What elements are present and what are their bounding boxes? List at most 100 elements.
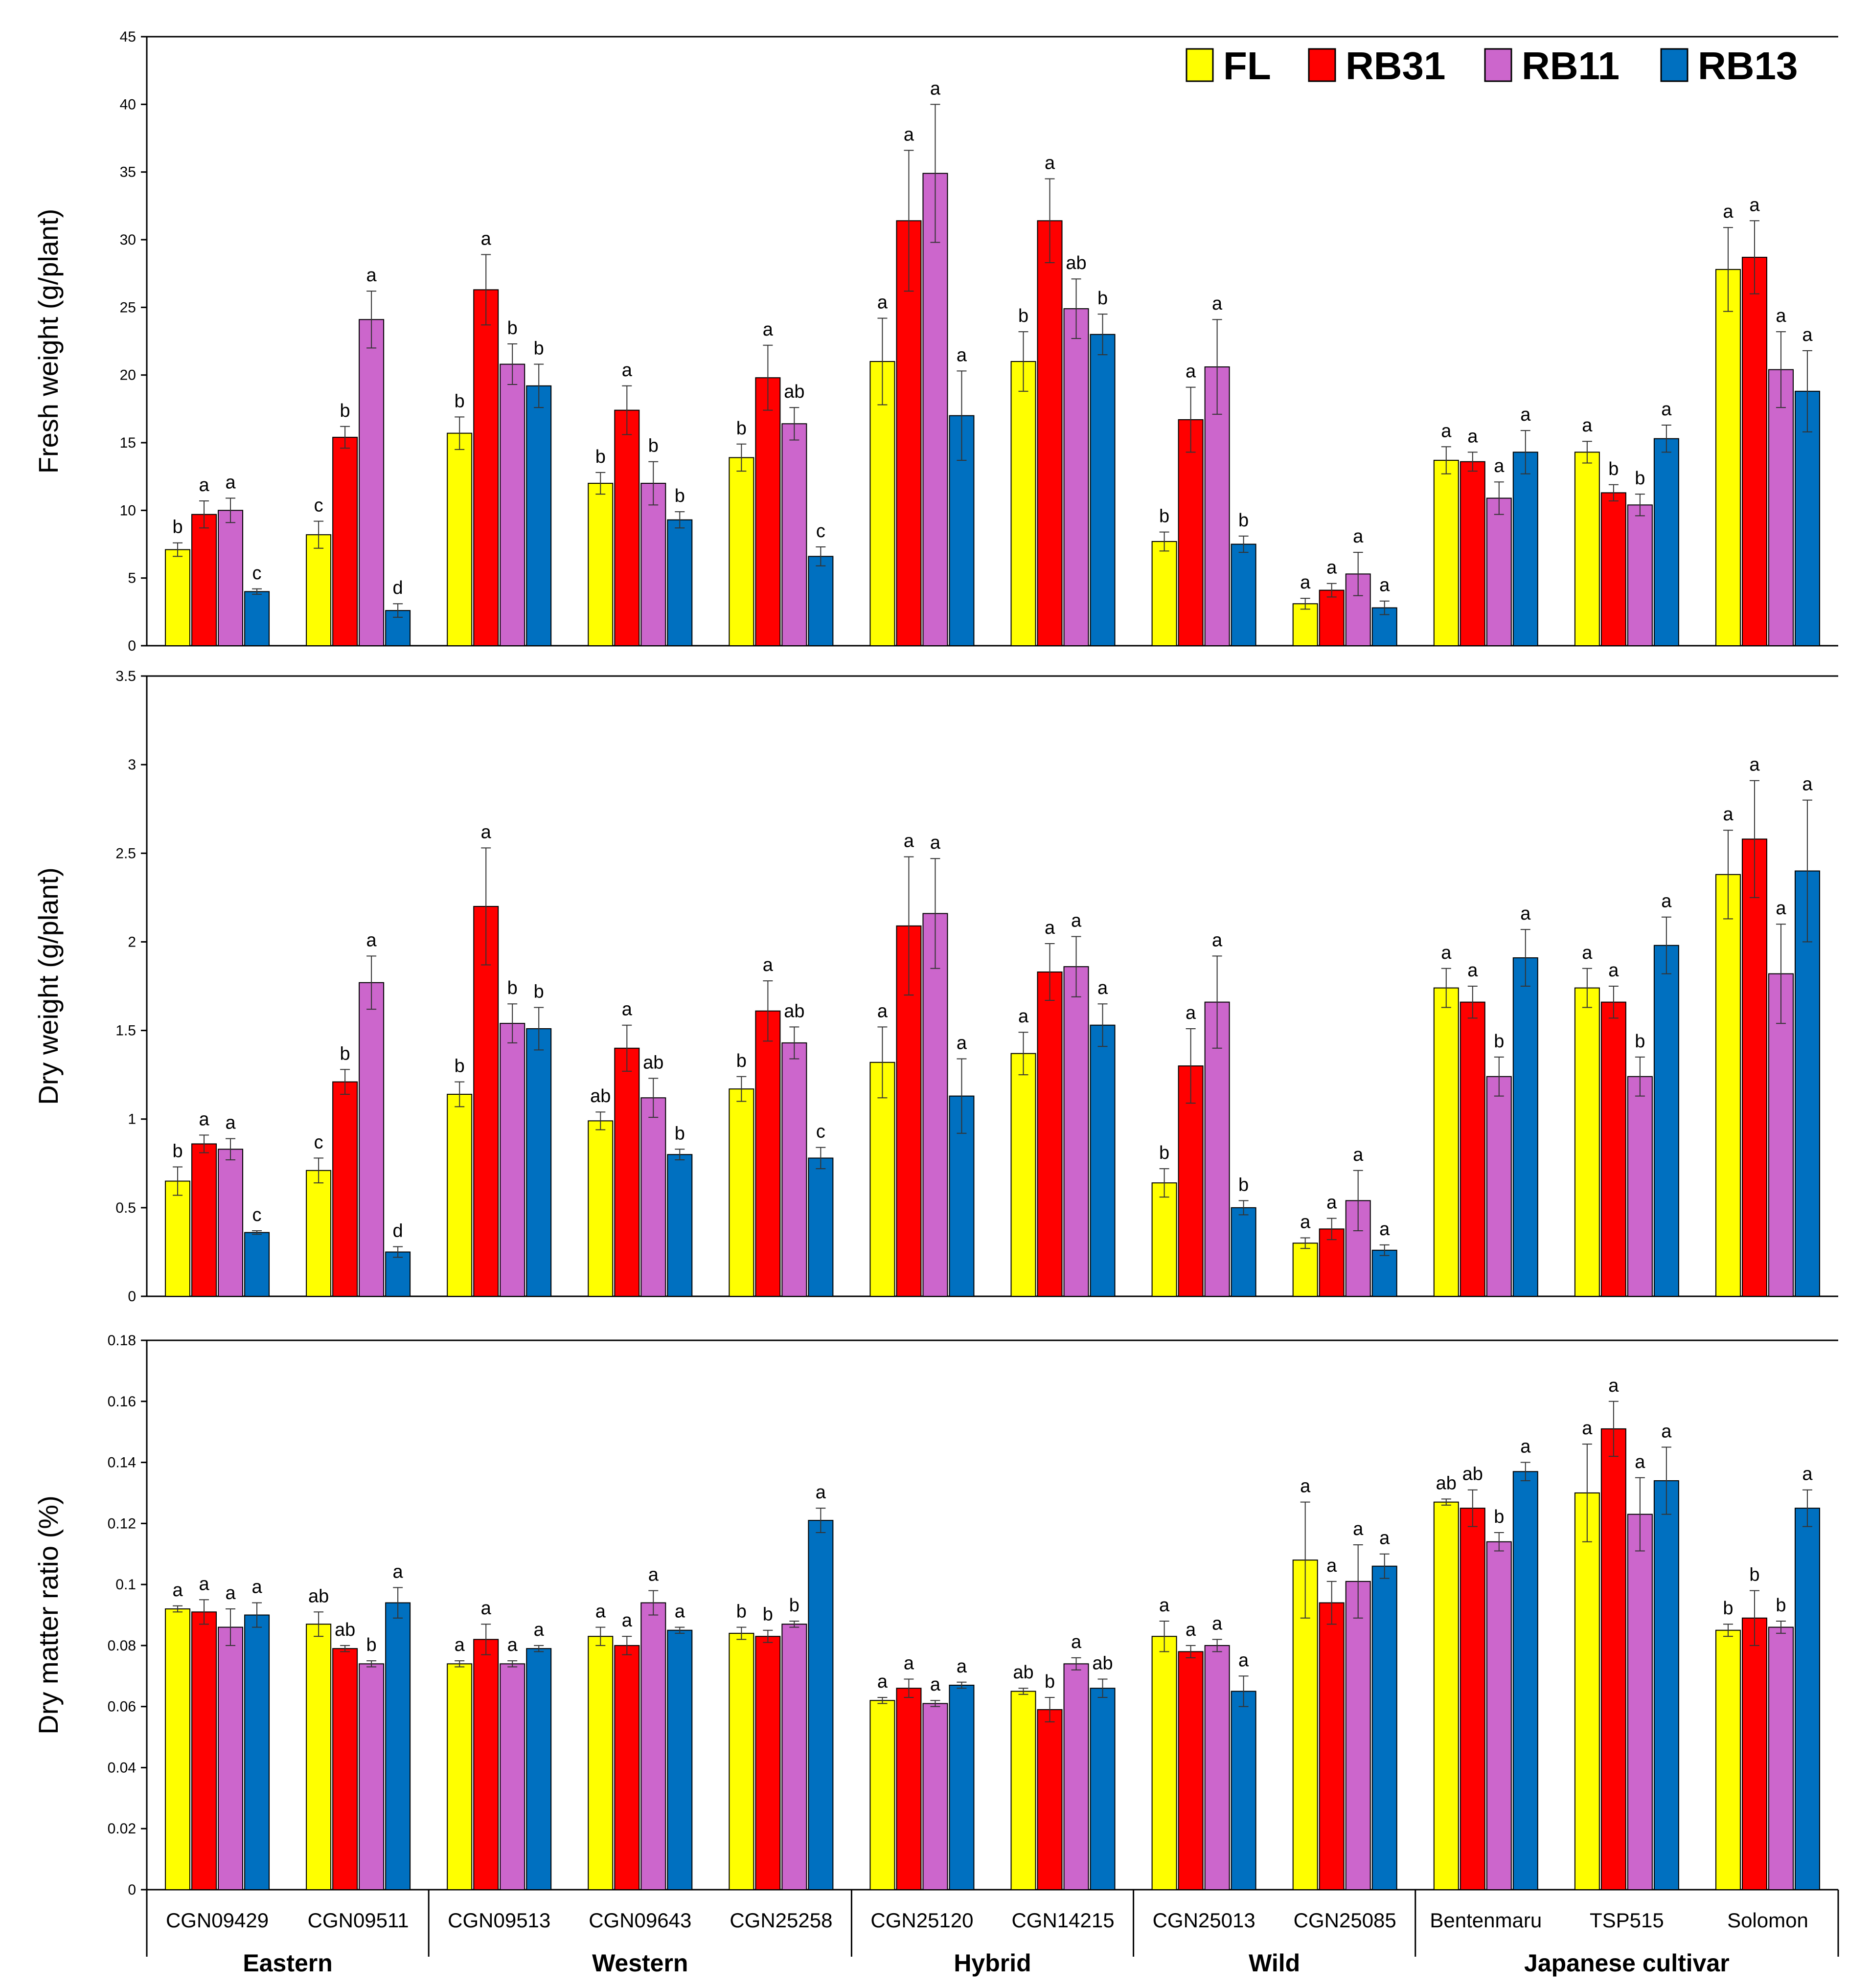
ratio-y-tick-label: 0.14 [108, 1455, 136, 1471]
fresh-weight-panel: 0 5 10 15 20 25 30 35 40 45 Fresh weight (g/plant)… [33, 29, 1838, 654]
dry-significance-letter: b [675, 1123, 685, 1144]
group-label-eastern: Eastern [243, 1949, 332, 1977]
ratio-bar-rb13 [385, 1602, 411, 1890]
fresh-bar-rb31 [1037, 220, 1063, 646]
fresh-bar-rb31 [614, 409, 640, 646]
dry-significance-letter: a [1608, 960, 1619, 981]
dry-significance-letter: a [1723, 804, 1734, 825]
ratio-y-tick-label: 0 [128, 1882, 136, 1898]
dry-significance-letter: b [340, 1043, 350, 1064]
dry-significance-letter: a [930, 833, 941, 853]
dry-significance-letter: a [1802, 774, 1813, 795]
fresh-significance-letter: a [957, 345, 967, 365]
ratio-bar-rb13 [1231, 1691, 1256, 1890]
ratio-bar-rb31 [191, 1611, 217, 1891]
ratio-significance-letter: ab [1436, 1473, 1457, 1493]
ratio-significance-letter: a [675, 1601, 685, 1622]
fresh-bar-rb13 [526, 385, 552, 646]
fresh-significance-letter: b [172, 517, 183, 538]
ratio-y-tick-label: 0.08 [108, 1638, 136, 1654]
ratio-significance-letter: b [789, 1595, 799, 1616]
ratio-bar-rb11 [781, 1624, 807, 1890]
ratio-bar-rb13 [1090, 1688, 1116, 1891]
ratio-significance-letter: a [199, 1574, 209, 1594]
fresh-bar-rb11 [640, 483, 666, 646]
ratio-bar-rb13 [1653, 1480, 1679, 1890]
ratio-bar-rb11 [640, 1602, 666, 1890]
ratio-bar-rb11 [1345, 1581, 1371, 1891]
ratio-significance-letter: a [622, 1610, 633, 1631]
fresh-bar-fl [869, 361, 895, 646]
ratio-bar-rb31 [1037, 1709, 1063, 1890]
dry-significance-letter: a [1018, 1006, 1029, 1027]
fresh-bar-fl [1292, 603, 1318, 646]
dry-bar-rb11 [922, 913, 948, 1297]
fresh-bar-rb11 [781, 423, 807, 646]
dry-y-tick-label: 1 [128, 1111, 136, 1128]
dry-bar-rb13 [1512, 957, 1538, 1297]
ratio-significance-letter: a [1520, 1437, 1531, 1457]
fresh-significance-letter: a [1723, 202, 1734, 222]
fresh-significance-letter: b [1018, 306, 1028, 326]
dry-significance-letter: ab [590, 1086, 611, 1107]
dry-bar-rb31 [191, 1143, 217, 1297]
fresh-bar-rb13 [1231, 543, 1256, 646]
dry-bar-rb13 [1371, 1249, 1397, 1297]
dry-significance-letter: b [1494, 1031, 1504, 1052]
fresh-bar-rb11 [359, 319, 385, 646]
fresh-bar-fl [1574, 452, 1600, 646]
fresh-significance-letter: a [1582, 415, 1593, 436]
fresh-y-tick-label: 30 [120, 232, 136, 248]
ratio-significance-letter: a [1212, 1613, 1223, 1634]
fresh-significance-letter: b [1635, 468, 1645, 489]
fresh-significance-letter: a [877, 292, 888, 313]
fresh-significance-letter: a [481, 228, 492, 249]
fresh-bar-rb13 [1090, 334, 1116, 646]
legend-swatch-rb13 [1660, 48, 1688, 82]
dry-significance-letter: a [1661, 891, 1672, 912]
fresh-significance-letter: b [1608, 459, 1619, 479]
ratio-significance-letter: a [393, 1561, 404, 1582]
ratio-bar-rb11 [218, 1627, 244, 1890]
fresh-significance-letter: a [1661, 399, 1672, 420]
fresh-significance-letter: ab [784, 382, 804, 402]
fresh-bar-rb13 [1794, 390, 1820, 646]
ratio-significance-letter: b [1723, 1598, 1733, 1619]
ratio-significance-letter: a [816, 1482, 826, 1503]
ratio-significance-letter: a [251, 1577, 262, 1598]
ratio-bar-rb31 [1741, 1617, 1767, 1890]
ratio-significance-letter: a [225, 1583, 236, 1604]
fresh-significance-letter: a [1212, 294, 1223, 314]
ratio-significance-letter: a [904, 1653, 914, 1674]
ratio-significance-letter: a [1326, 1556, 1337, 1576]
ratio-significance-letter: a [1661, 1421, 1672, 1442]
legend-label-fl: FL [1223, 44, 1271, 88]
dry-bar-rb13 [1090, 1024, 1116, 1297]
fresh-significance-letter: b [340, 401, 350, 421]
dry-bar-rb31 [473, 905, 499, 1297]
fresh-y-tick-label: 5 [128, 570, 136, 587]
category-label-cgn25120: CGN25120 [870, 1909, 973, 1932]
dry-bar-fl [1715, 874, 1741, 1297]
fresh-significance-letter: b [595, 447, 606, 467]
dry-y-tick-label: 0.5 [115, 1200, 136, 1216]
fresh-significance-letter: a [1802, 325, 1813, 345]
legend-label-rb31: RB31 [1346, 44, 1446, 88]
fresh-significance-letter: a [904, 124, 914, 145]
dry-significance-letter: a [225, 1113, 236, 1133]
ratio-significance-letter: a [455, 1635, 465, 1655]
category-label-cgn25013: CGN25013 [1153, 1909, 1255, 1932]
dry-significance-letter: a [957, 1033, 967, 1054]
fresh-y-tick-label: 45 [120, 29, 136, 45]
fresh-y-axis-label: Fresh weight (g/plant) [33, 209, 64, 474]
dry-significance-letter: a [622, 999, 633, 1020]
ratio-significance-letter: a [877, 1672, 888, 1692]
legend-label-rb13: RB13 [1698, 44, 1798, 88]
dry-significance-letter: a [1776, 898, 1786, 919]
fresh-significance-letter: b [675, 486, 685, 506]
ratio-bar-rb31 [896, 1688, 922, 1891]
dry-bar-fl [869, 1062, 895, 1297]
ratio-y-tick-label: 0.06 [108, 1699, 136, 1715]
dry-bar-rb11 [781, 1042, 807, 1297]
fresh-bar-rb31 [1741, 256, 1767, 646]
